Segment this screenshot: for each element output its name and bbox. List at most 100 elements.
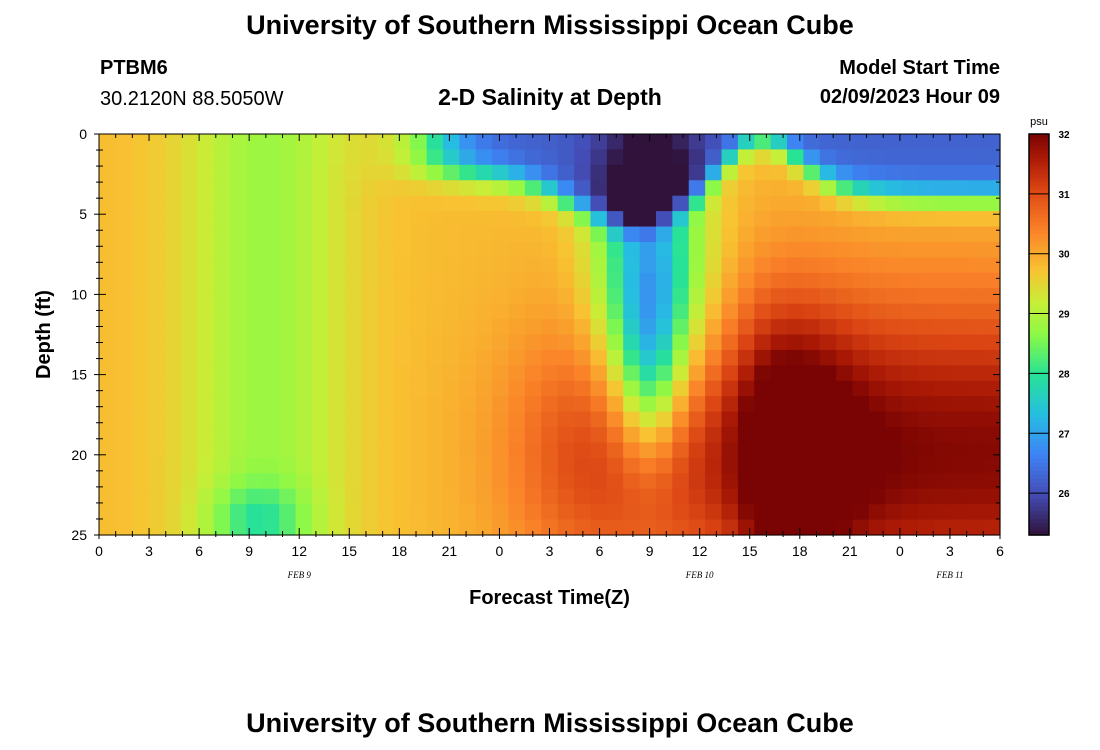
heatmap-cell — [639, 411, 657, 428]
heatmap-cell — [852, 334, 870, 351]
heatmap-cell — [672, 288, 690, 305]
heatmap-cell — [754, 195, 772, 212]
heatmap-cell — [443, 226, 460, 243]
heatmap-cell — [377, 365, 395, 382]
heatmap-cell — [787, 180, 805, 197]
heatmap-cell — [131, 257, 149, 274]
heatmap-cell — [393, 442, 411, 459]
heatmap-cell — [688, 504, 706, 521]
heatmap-cell — [377, 504, 395, 521]
heatmap-cell — [230, 288, 248, 305]
heatmap-cell — [344, 211, 362, 228]
heatmap-cell — [967, 241, 985, 258]
heatmap-cell — [950, 411, 968, 428]
heatmap-cell — [426, 149, 444, 166]
heatmap-cell — [295, 134, 313, 151]
heatmap-cell — [918, 365, 936, 382]
heatmap-cell — [590, 195, 608, 212]
heatmap-cell — [148, 334, 166, 351]
heatmap-cell — [426, 226, 444, 243]
heatmap-cell — [672, 195, 690, 212]
heatmap-cell — [885, 134, 903, 151]
heatmap-cell — [410, 257, 428, 274]
heatmap-cell — [426, 396, 444, 413]
heatmap-cell — [377, 319, 395, 336]
heatmap-cell — [721, 288, 739, 305]
heatmap-cell — [246, 303, 264, 320]
heatmap-cell — [557, 519, 575, 536]
page-title: University of Southern Mississippi Ocean… — [246, 10, 854, 40]
heatmap-cell — [606, 164, 624, 181]
heatmap-cell — [868, 211, 886, 228]
heatmap-cell — [361, 349, 379, 366]
heatmap-cell — [803, 272, 821, 289]
heatmap-cell — [508, 504, 526, 521]
heatmap-cell — [361, 504, 379, 521]
heatmap-cell — [754, 411, 772, 428]
heatmap-cell — [99, 504, 116, 521]
heatmap-cell — [262, 473, 280, 490]
heatmap-cell — [672, 349, 690, 366]
heatmap-cell — [344, 226, 362, 243]
heatmap-cell — [557, 457, 575, 474]
heatmap-cell — [344, 504, 362, 521]
heatmap-cell — [934, 519, 952, 536]
heatmap-cell — [164, 380, 182, 397]
heatmap-cell — [754, 226, 772, 243]
heatmap-cell — [197, 519, 215, 536]
heatmap-cell — [492, 365, 510, 382]
heatmap-cell — [705, 272, 723, 289]
heatmap-cell — [164, 411, 182, 428]
heatmap-cell — [721, 164, 739, 181]
heatmap-cell — [197, 319, 215, 336]
heatmap-cell — [213, 334, 231, 351]
heatmap-cell — [885, 211, 903, 228]
heatmap-cell — [230, 226, 248, 243]
heatmap-cell — [541, 349, 559, 366]
heatmap-cell — [459, 164, 477, 181]
heatmap-cell — [672, 164, 690, 181]
heatmap-cell — [623, 334, 641, 351]
heatmap-cell — [426, 164, 444, 181]
heatmap-cell — [770, 180, 788, 197]
heatmap-cell — [672, 149, 690, 166]
heatmap-cell — [443, 365, 460, 382]
heatmap-cell — [803, 519, 821, 536]
colorbar-strip — [1029, 286, 1049, 291]
heatmap-cell — [590, 241, 608, 258]
heatmap-cell — [819, 164, 837, 181]
heatmap-cell — [508, 427, 526, 444]
model-start-label: Model Start Time — [839, 57, 1000, 79]
station-id: PTBM6 — [100, 57, 168, 79]
colorbar-tick-label: 27 — [1058, 429, 1070, 440]
heatmap-cell — [246, 473, 264, 490]
heatmap-cell — [115, 442, 133, 459]
heatmap-cell — [606, 488, 624, 505]
heatmap-cell — [721, 380, 739, 397]
heatmap-cell — [311, 427, 329, 444]
heatmap-cell — [852, 134, 870, 151]
heatmap-cell — [148, 488, 166, 505]
heatmap-cell — [836, 241, 854, 258]
heatmap-cell — [934, 226, 952, 243]
heatmap-cell — [115, 272, 133, 289]
heatmap-cell — [99, 427, 116, 444]
colorbar-strip — [1029, 362, 1049, 368]
heatmap-cell — [393, 457, 411, 474]
heatmap-cell — [246, 365, 264, 382]
heatmap-cell — [230, 504, 248, 521]
heatmap-cell — [541, 241, 559, 258]
heatmap-cell — [443, 473, 460, 490]
heatmap-cell — [328, 134, 346, 151]
heatmap-cell — [705, 211, 723, 228]
heatmap-cell — [770, 211, 788, 228]
y-tick-label: 20 — [71, 447, 87, 463]
heatmap-cell — [131, 195, 149, 212]
heatmap-cell — [262, 334, 280, 351]
colorbar-strip — [1029, 318, 1049, 324]
heatmap-cell — [279, 349, 297, 366]
heatmap-cell — [246, 241, 264, 258]
colorbar-strip — [1029, 282, 1049, 287]
heatmap-cell — [950, 442, 968, 459]
